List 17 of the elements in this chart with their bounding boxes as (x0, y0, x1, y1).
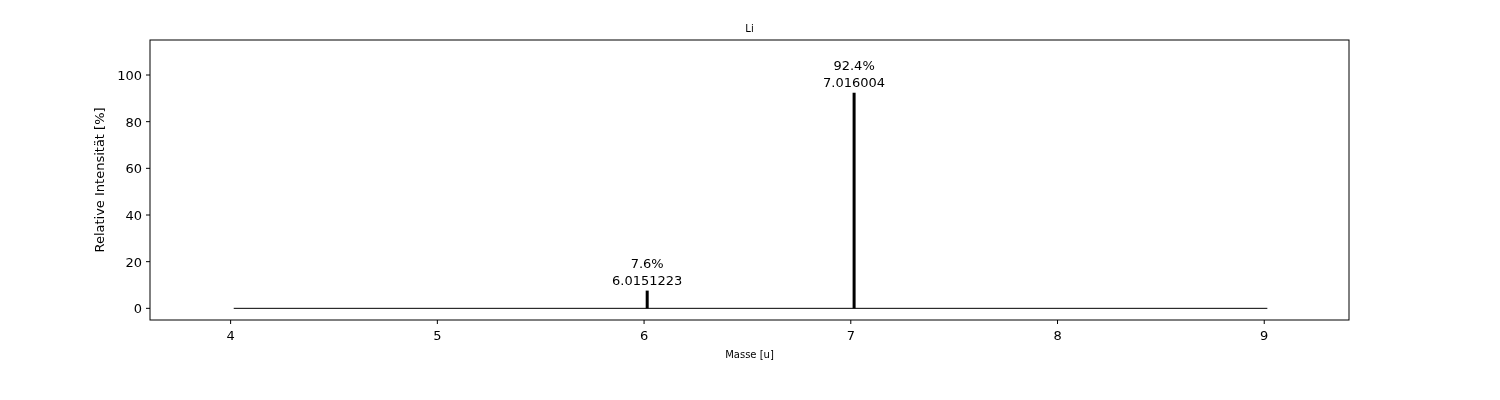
y-tick-label: 40 (125, 208, 142, 223)
x-tick-label: 5 (433, 328, 442, 343)
y-tick-label: 0 (133, 301, 142, 317)
x-tick-label: 6 (639, 328, 649, 343)
y-tick-label: 20 (125, 254, 142, 270)
y-tick-label: 80 (125, 114, 142, 130)
data-label: 7.6% 6.0151223 (612, 255, 683, 288)
y-tick-label: 60 (125, 161, 142, 177)
x-tick-label: 4 (226, 328, 235, 343)
x-tick-label: 7 (846, 328, 855, 343)
x-tick-label: 9 (1260, 328, 1269, 343)
y-axis-title: Relative Intensität [%] (92, 107, 107, 253)
x-tick-label: 8 (1053, 328, 1062, 343)
data-label: 92.4% 7.016004 (823, 57, 886, 90)
x-axis-title: Masse [u] (725, 349, 774, 360)
y-tick-label: 100 (117, 68, 142, 83)
chart-title: Li (745, 23, 754, 34)
